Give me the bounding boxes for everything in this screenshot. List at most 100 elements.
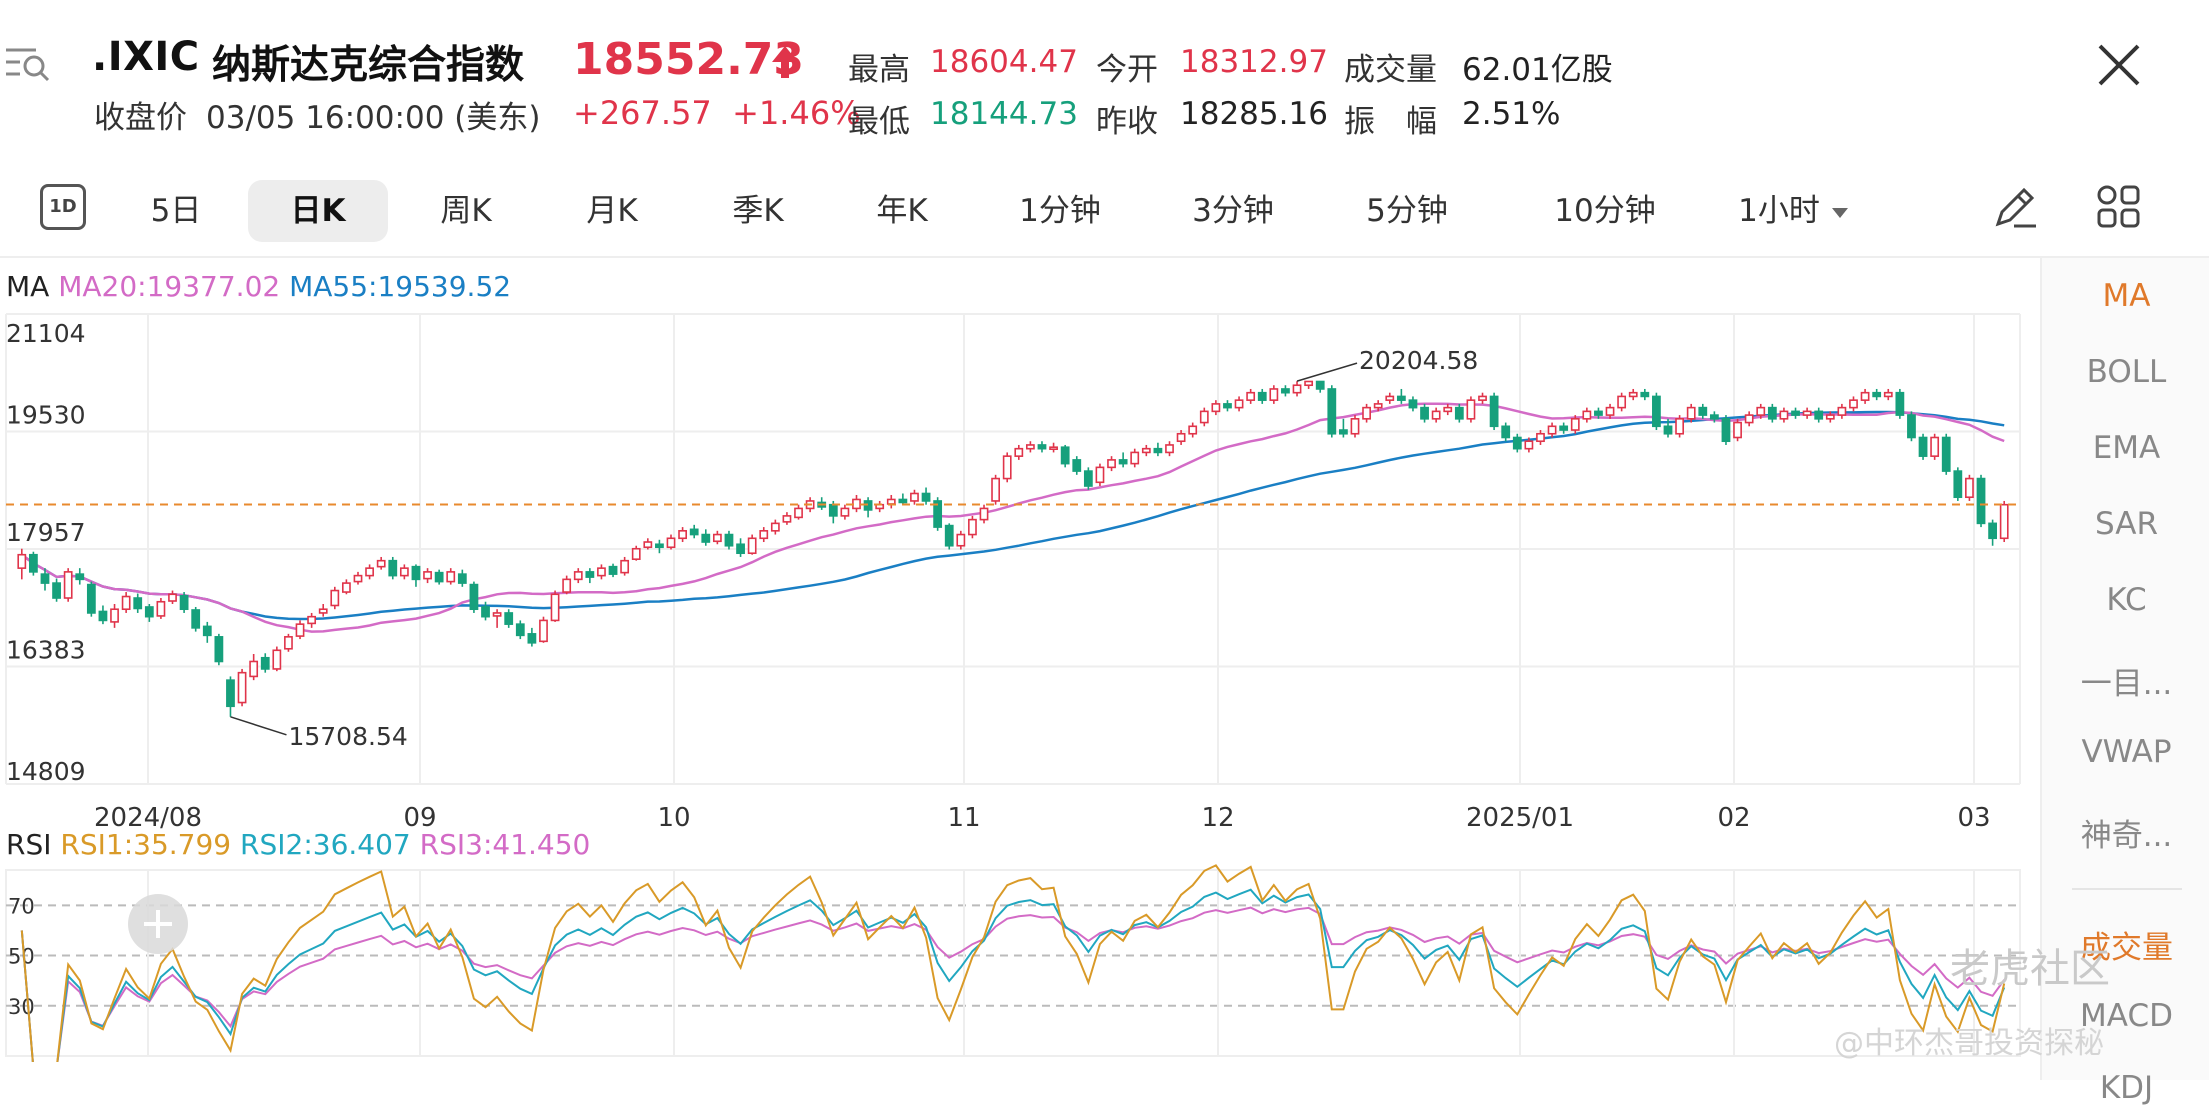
indicator-kc[interactable]: KC bbox=[2106, 582, 2147, 618]
tab-5min[interactable]: 5分钟 bbox=[1366, 193, 1448, 229]
candle-body bbox=[307, 615, 317, 625]
candle-body bbox=[492, 612, 502, 617]
rsi-chart[interactable]: 70 50 30 bbox=[0, 862, 2030, 1062]
candle-body bbox=[678, 530, 687, 540]
candlestick-chart[interactable]: 21104 19530 17957 16383 14809 2024/08 09 10 11 12… bbox=[0, 310, 2030, 830]
candle-body bbox=[1478, 395, 1487, 401]
candle-body bbox=[1141, 447, 1151, 454]
tab-monthly-k[interactable]: 月K bbox=[586, 193, 638, 229]
candle bbox=[1454, 403, 1464, 423]
candle-body bbox=[249, 660, 259, 678]
tab-5day[interactable]: 5日 bbox=[150, 193, 202, 229]
tab-10min[interactable]: 10分钟 bbox=[1554, 193, 1656, 229]
indicator-boll[interactable]: BOLL bbox=[2086, 354, 2167, 390]
candle bbox=[52, 578, 61, 602]
candle bbox=[144, 603, 154, 622]
timeframe-1d-icon[interactable]: 1D bbox=[40, 184, 86, 230]
indicator-volume[interactable]: 成交量 bbox=[2080, 930, 2173, 966]
candle-body bbox=[272, 649, 282, 670]
layout-grid-icon[interactable] bbox=[2096, 184, 2142, 230]
tab-weekly-k[interactable]: 周K bbox=[440, 193, 492, 229]
candle bbox=[1211, 400, 1221, 416]
candle bbox=[353, 571, 363, 585]
candle bbox=[1582, 407, 1592, 423]
x-tick-label: 12 bbox=[1201, 803, 1234, 830]
tab-1min[interactable]: 1分钟 bbox=[1019, 193, 1101, 229]
candle bbox=[1176, 430, 1186, 445]
candle-body bbox=[75, 573, 85, 581]
candle bbox=[724, 530, 734, 550]
rsi-legend-title: RSI bbox=[6, 828, 52, 861]
candle-body bbox=[1269, 388, 1279, 401]
y-tick-label: 21104 bbox=[6, 319, 86, 348]
candle-body bbox=[1999, 503, 2009, 540]
add-icon[interactable] bbox=[126, 892, 190, 956]
candle bbox=[86, 581, 96, 617]
candle-body bbox=[179, 594, 189, 611]
candle-body bbox=[260, 656, 270, 670]
candle bbox=[573, 568, 583, 584]
menu-search-icon[interactable] bbox=[4, 42, 50, 82]
candle-body bbox=[1594, 410, 1603, 416]
candle bbox=[376, 556, 386, 570]
x-tick-label: 2025/01 bbox=[1466, 803, 1574, 830]
candle bbox=[712, 530, 722, 545]
indicator-ichimoku[interactable]: 一目... bbox=[2080, 666, 2173, 702]
candle bbox=[1420, 403, 1429, 423]
candle bbox=[1698, 403, 1708, 419]
x-tick-label: 2024/08 bbox=[94, 803, 202, 830]
candle-body bbox=[214, 636, 224, 663]
candle-body bbox=[515, 623, 525, 637]
candle-body bbox=[1733, 421, 1742, 439]
candle-body bbox=[1791, 410, 1800, 416]
candle bbox=[237, 668, 247, 707]
candle bbox=[75, 568, 85, 585]
candle-body bbox=[353, 574, 363, 583]
candle-body bbox=[202, 625, 212, 637]
indicator-vwap[interactable]: VWAP bbox=[2081, 734, 2172, 770]
candle bbox=[28, 551, 38, 576]
candle-body bbox=[1837, 406, 1847, 416]
tab-3min[interactable]: 3分钟 bbox=[1192, 193, 1274, 229]
indicator-kdj[interactable]: KDJ bbox=[2099, 1070, 2154, 1106]
indicator-sar[interactable]: SAR bbox=[2095, 506, 2158, 542]
candle-body bbox=[1443, 406, 1453, 413]
candle-body bbox=[1721, 418, 1731, 443]
candle bbox=[342, 579, 351, 595]
candle bbox=[156, 598, 166, 619]
indicator-ema[interactable]: EMA bbox=[2092, 430, 2161, 466]
candle bbox=[469, 581, 479, 613]
tab-daily-k[interactable]: 日K bbox=[248, 180, 388, 242]
rsi2-line bbox=[20, 888, 2006, 1062]
candle-body bbox=[318, 608, 328, 614]
candle-body bbox=[1698, 406, 1708, 416]
change-value: +267.57 bbox=[573, 94, 712, 132]
candle bbox=[1466, 396, 1476, 423]
rsi1-line bbox=[20, 864, 2006, 1062]
ma-legend-title: MA bbox=[6, 270, 50, 303]
candle bbox=[620, 556, 630, 576]
ma55-value: MA55:19539.52 bbox=[289, 270, 512, 303]
indicator-magic[interactable]: 神奇... bbox=[2080, 818, 2173, 854]
low-annotation-label: 15708.54 bbox=[288, 722, 407, 751]
candle bbox=[1930, 433, 1940, 460]
chevron-down-icon bbox=[1831, 207, 1848, 218]
candle-body bbox=[1304, 380, 1314, 387]
close-icon[interactable] bbox=[2094, 40, 2144, 90]
draw-pen-icon[interactable] bbox=[1990, 182, 2040, 232]
candle-body bbox=[1002, 455, 1012, 480]
tab-quarterly-k[interactable]: 季K bbox=[732, 193, 784, 229]
candle bbox=[585, 568, 595, 584]
candle-body bbox=[1014, 447, 1024, 457]
candle-body bbox=[631, 547, 641, 560]
indicator-macd[interactable]: MACD bbox=[2080, 998, 2173, 1034]
tab-yearly-k[interactable]: 年K bbox=[876, 193, 928, 229]
indicator-ma[interactable]: MA bbox=[2102, 278, 2151, 314]
candle-body bbox=[1976, 477, 1986, 525]
candle-body bbox=[782, 515, 792, 523]
candle-body bbox=[1153, 447, 1163, 454]
candle bbox=[1547, 422, 1557, 438]
tab-1hour[interactable]: 1小时 bbox=[1718, 180, 1868, 242]
candle-body bbox=[1072, 459, 1082, 472]
candle-body bbox=[121, 595, 131, 611]
